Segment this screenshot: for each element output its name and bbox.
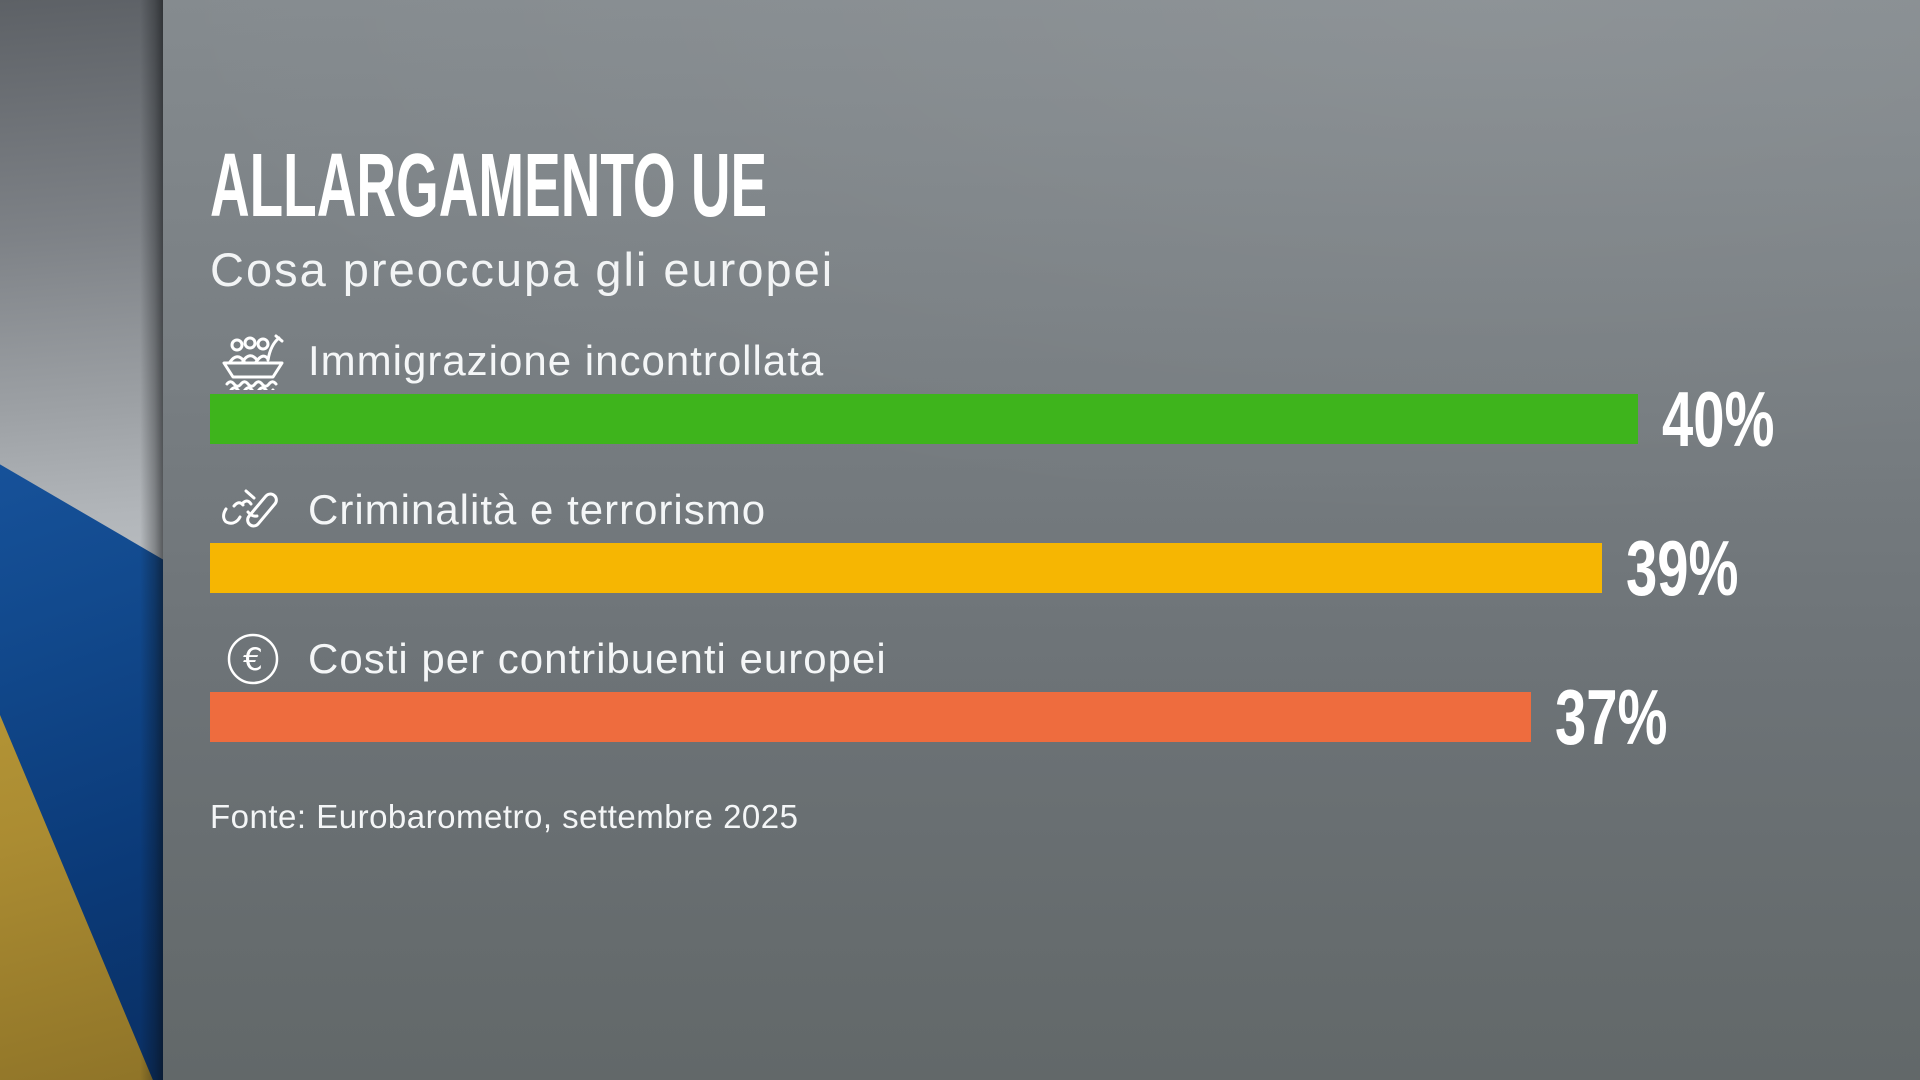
value-label: 37%	[1554, 673, 1668, 761]
bar-taxpayer-costs	[210, 692, 1531, 742]
left-decoration-strip	[0, 0, 163, 1080]
value-label: 39%	[1626, 524, 1739, 612]
chart-panel: ALLARGAMENTO UE Cosa preoccupa gli europ…	[210, 141, 1870, 836]
bar-immigration	[210, 394, 1638, 444]
migrant-boat-icon	[218, 332, 288, 390]
value-label: 40%	[1662, 375, 1775, 463]
chart-row-crime: Criminalità e terrorismo 39%	[210, 481, 1870, 612]
svg-text:€: €	[243, 642, 263, 678]
hand-knife-icon	[218, 481, 288, 539]
page-title: ALLARGAMENTO UE	[210, 136, 768, 236]
page-subtitle: Cosa preoccupa gli europei	[210, 243, 835, 296]
panel-edge-shadow	[0, 0, 163, 1080]
chart-row-immigration: Immigrazione incontrollata 40%	[210, 332, 1870, 463]
category-label: Costi per contribuenti europei	[308, 635, 887, 682]
bar-crime-terrorism	[210, 543, 1603, 593]
category-label: Criminalità e terrorismo	[308, 486, 767, 533]
chart-row-costs: € Costi per contribuenti europei 37%	[210, 630, 1870, 761]
source-caption: Fonte: Eurobarometro, settembre 2025	[210, 798, 799, 835]
euro-coin-icon: €	[218, 630, 288, 688]
bar-chart: Immigrazione incontrollata 40%	[210, 332, 1870, 761]
category-label: Immigrazione incontrollata	[308, 337, 825, 384]
